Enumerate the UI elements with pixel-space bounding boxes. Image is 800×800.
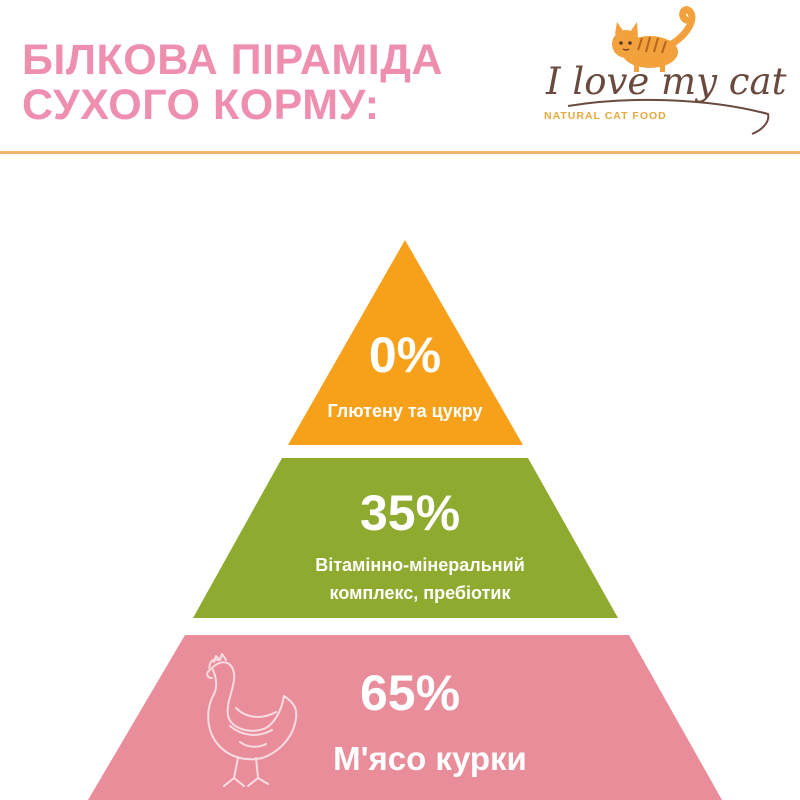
header-divider xyxy=(0,151,800,154)
title-line-2: СУХОГО КОРМУ: xyxy=(22,81,380,129)
pyramid-tier-top xyxy=(288,240,523,445)
cat-icon xyxy=(567,6,770,135)
tier-bottom-percent: 65% xyxy=(359,665,461,721)
tier-top-label: Глютену та цукру xyxy=(327,401,483,421)
tier-middle-label-line-1: Вітамінно-мінеральний xyxy=(315,555,525,575)
tier-top-percent: 0% xyxy=(368,327,442,383)
tier-middle-label-line-2: комплекс, пребіотик xyxy=(329,583,511,603)
chicken-icon xyxy=(206,653,298,787)
brand-logo: I love my cat NATURAL CAT FOOD xyxy=(538,6,786,140)
page-title: БІЛКОВА ПІРАМІДА СУХОГО КОРМУ: xyxy=(22,38,443,128)
logo-text: I love my cat xyxy=(546,60,787,103)
logo-tagline: NATURAL CAT FOOD xyxy=(544,110,667,122)
tier-bottom-label: М'ясо курки xyxy=(333,740,527,777)
title-line-1: БІЛКОВА ПІРАМІДА xyxy=(22,36,443,84)
tier-middle-percent: 35% xyxy=(359,485,461,541)
pyramid-tier-middle xyxy=(193,458,618,618)
